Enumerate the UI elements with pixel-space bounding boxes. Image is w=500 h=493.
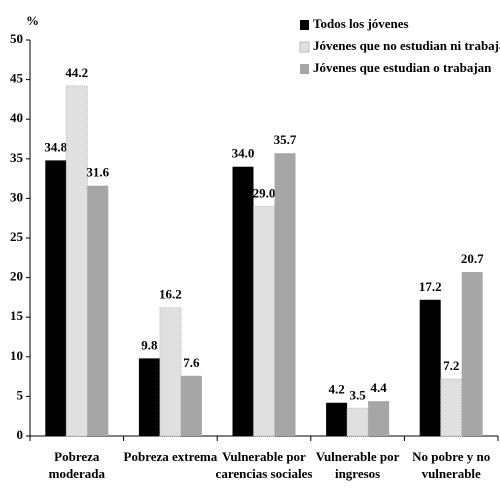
y-tick-label: 35 bbox=[10, 150, 24, 165]
x-tick-label: Pobreza moderada bbox=[49, 449, 106, 481]
y-axis-label: % bbox=[26, 13, 39, 28]
y-tick-label: 50 bbox=[10, 31, 23, 46]
bar bbox=[65, 85, 88, 437]
value-label: 44.2 bbox=[65, 65, 88, 80]
value-label: 20.7 bbox=[461, 251, 484, 266]
x-tick-label: Pobreza extrema bbox=[124, 449, 218, 464]
y-tick-label: 15 bbox=[10, 308, 24, 323]
value-label: 17.2 bbox=[419, 279, 442, 294]
value-label: 16.2 bbox=[159, 287, 182, 302]
y-tick-label: 5 bbox=[17, 387, 24, 402]
value-label: 35.7 bbox=[274, 132, 297, 147]
value-label: 34.8 bbox=[44, 139, 67, 154]
legend-swatch bbox=[299, 41, 310, 53]
x-tick-label: No pobre y no vulnerable bbox=[412, 449, 490, 481]
value-label: 34.0 bbox=[232, 146, 255, 161]
legend-swatch bbox=[300, 20, 309, 30]
bar bbox=[274, 153, 296, 437]
y-tick-label: 30 bbox=[10, 189, 23, 204]
value-label: 7.6 bbox=[183, 355, 200, 370]
y-tick-label: 10 bbox=[10, 348, 23, 363]
y-tick-label: 20 bbox=[10, 269, 23, 284]
bar bbox=[461, 272, 483, 436]
bar bbox=[368, 401, 390, 436]
x-tick-label: Vulnerable por ingresos bbox=[316, 449, 400, 481]
value-label: 9.8 bbox=[141, 337, 158, 352]
bar bbox=[440, 378, 463, 437]
value-label: 4.4 bbox=[370, 380, 387, 395]
y-tick-label: 0 bbox=[17, 427, 24, 442]
value-label: 31.6 bbox=[86, 165, 109, 180]
value-label: 7.2 bbox=[443, 358, 459, 373]
bar bbox=[138, 358, 160, 436]
x-tick-label: Vulnerable por carencias sociales bbox=[216, 449, 313, 481]
bar bbox=[346, 407, 369, 437]
bar bbox=[253, 205, 275, 437]
bar bbox=[232, 166, 254, 436]
value-label: 29.0 bbox=[253, 185, 276, 200]
bar bbox=[419, 299, 441, 436]
value-label: 3.5 bbox=[349, 387, 366, 402]
bar bbox=[180, 375, 202, 436]
bar bbox=[326, 402, 348, 436]
legend-label: Jóvenes que no estudian ni trabajan bbox=[313, 38, 500, 53]
legend-swatch bbox=[300, 64, 309, 74]
y-tick-label: 25 bbox=[10, 229, 24, 244]
y-tick-label: 45 bbox=[10, 71, 24, 86]
bar bbox=[87, 185, 109, 436]
bar bbox=[159, 307, 182, 437]
legend-label: Jóvenes que estudian o trabajan bbox=[313, 60, 492, 75]
legend-label: Todos los jóvenes bbox=[313, 16, 409, 31]
value-label: 4.2 bbox=[328, 382, 344, 397]
y-tick-label: 40 bbox=[10, 110, 23, 125]
bar bbox=[45, 160, 67, 436]
